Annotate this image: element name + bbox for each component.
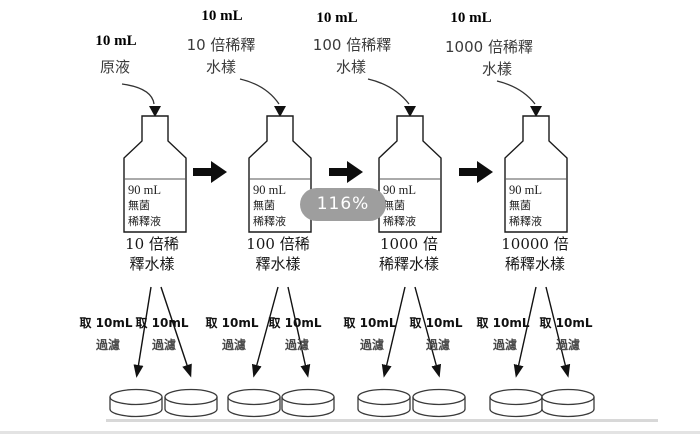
bottle-text: 無菌 (383, 199, 405, 212)
result-label-1: 10 倍稀 釋水樣 (92, 234, 212, 274)
take-label: 取 10mL (268, 316, 322, 330)
pour-arrow (121, 78, 536, 105)
result-label-3: 1000 倍 稀釋水樣 (349, 234, 469, 274)
bottle-text: 稀釋液 (253, 215, 286, 228)
zoom-level-value: 116% (316, 194, 370, 214)
filter-label: 過濾 (95, 338, 120, 352)
filter-label: 過濾 (151, 338, 176, 352)
bottle-text: 無菌 (128, 199, 150, 212)
result-line: 1000 倍 (380, 235, 438, 253)
take-label: 取 10mL (476, 316, 530, 330)
filter-label: 過濾 (492, 338, 517, 352)
source-label-4: 水樣 (481, 60, 512, 78)
split-arrow (133, 286, 571, 378)
bottle-label-4: 90 mL 無菌 稀釋液 (509, 182, 565, 230)
bottle-label-2: 90 mL 無菌 稀釋液 (253, 182, 309, 230)
bottle-text: 無菌 (253, 199, 275, 212)
result-line: 釋水樣 (129, 255, 175, 273)
volume-label-1: 10 mL (95, 33, 137, 49)
source-label-3: 100 倍稀釋 (312, 36, 392, 54)
take-label: 取 10mL (79, 316, 133, 330)
bottle-text: 稀釋液 (383, 215, 416, 228)
volume-label-2: 10 mL (201, 8, 243, 24)
filter-label: 過濾 (284, 338, 309, 352)
take-label: 取 10mL (539, 316, 593, 330)
result-line: 10 倍稀 (125, 235, 179, 253)
source-label-4: 1000 倍稀釋 (445, 38, 533, 56)
result-line: 10000 倍 (501, 235, 569, 253)
result-line: 稀釋水樣 (504, 255, 565, 273)
volume-label-4: 10 mL (450, 10, 492, 26)
bottle-volume: 90 mL (128, 183, 161, 197)
take-label: 取 10mL (205, 316, 259, 330)
result-line: 稀釋水樣 (378, 255, 439, 273)
take-label: 取 10mL (343, 316, 397, 330)
filter-label: 過濾 (221, 338, 246, 352)
bottle-text: 稀釋液 (128, 215, 161, 228)
source-label-2: 水樣 (205, 58, 236, 76)
bottle-volume: 90 mL (253, 183, 286, 197)
volume-label-3: 10 mL (316, 10, 358, 26)
result-label-2: 100 倍稀 釋水樣 (218, 234, 338, 274)
filter-label: 過濾 (359, 338, 384, 352)
bottle-label-1: 90 mL 無菌 稀釋液 (128, 182, 184, 230)
filter-label: 過濾 (555, 338, 580, 352)
result-line: 釋水樣 (255, 255, 301, 273)
zoom-level-badge: 116% (300, 188, 386, 221)
bottle-label-3: 90 mL 無菌 稀釋液 (383, 182, 439, 230)
filter-label: 過濾 (425, 338, 450, 352)
result-label-4: 10000 倍 稀釋水樣 (475, 234, 595, 274)
pour-arrowhead-icon (149, 106, 542, 117)
source-label-1: 原液 (99, 58, 130, 76)
source-label-2: 10 倍稀釋 (186, 36, 256, 54)
source-label-3: 水樣 (335, 58, 366, 76)
bottle (123, 115, 568, 233)
bottle-text: 無菌 (509, 199, 531, 212)
result-line: 100 倍稀 (246, 235, 310, 253)
bottom-edge-line (0, 431, 700, 434)
take-label: 取 10mL (135, 316, 189, 330)
baseline (106, 419, 658, 422)
take-label: 取 10mL (409, 316, 463, 330)
bottle-text: 稀釋液 (509, 215, 542, 228)
bottle-volume: 90 mL (509, 183, 542, 197)
transfer-arrow-icon (193, 161, 493, 183)
bottle-volume: 90 mL (383, 183, 416, 197)
petri-dish-icon (109, 388, 595, 418)
